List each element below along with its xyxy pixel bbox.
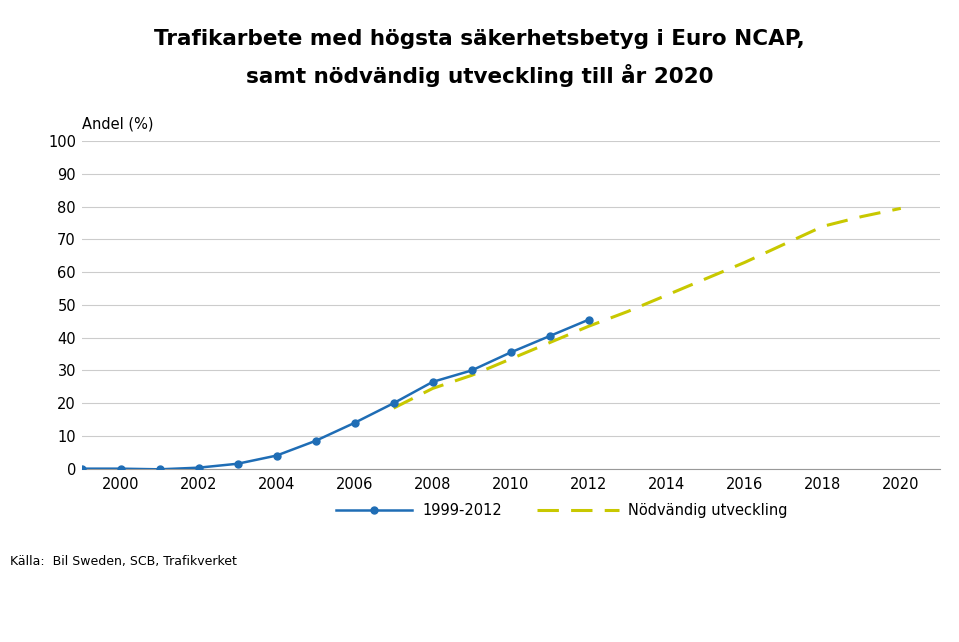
Text: 14   2014-01-13: 14 2014-01-13 <box>15 605 115 619</box>
Text: Trafikarbete med högsta säkerhetsbetyg i Euro NCAP,: Trafikarbete med högsta säkerhetsbetyg i… <box>154 29 805 49</box>
Text: Nödvändig utveckling: Nödvändig utveckling <box>628 503 787 518</box>
Text: 1999-2012: 1999-2012 <box>422 503 502 518</box>
Text: Källa:  Bil Sweden, SCB, Trafikverket: Källa: Bil Sweden, SCB, Trafikverket <box>10 555 237 568</box>
Text: ⚜: ⚜ <box>808 600 831 624</box>
Text: samt nödvändig utveckling till år 2020: samt nödvändig utveckling till år 2020 <box>246 64 713 87</box>
Text: TRAFIKVERKET: TRAFIKVERKET <box>792 605 921 620</box>
Text: Andel (%): Andel (%) <box>82 117 153 132</box>
